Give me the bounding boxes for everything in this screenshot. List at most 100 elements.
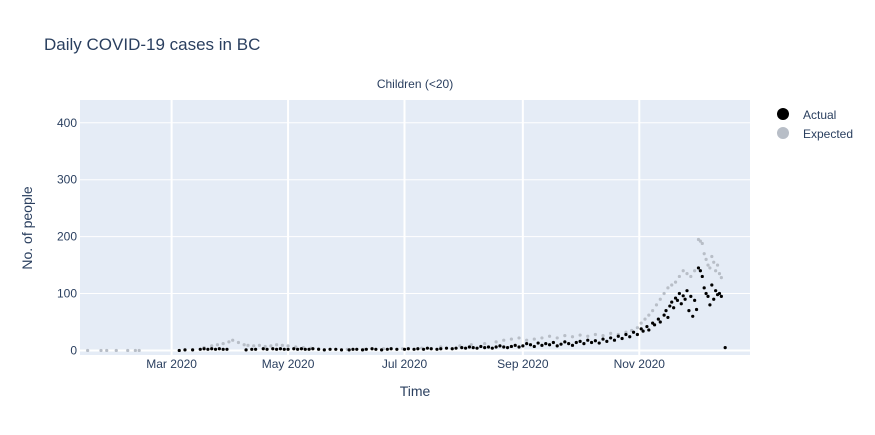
point-actual <box>641 329 645 333</box>
point-actual <box>544 342 548 346</box>
point-actual <box>714 289 718 293</box>
point-expected <box>215 343 220 347</box>
point-actual <box>672 306 676 310</box>
point-actual <box>681 294 685 298</box>
y-tick-label: 400 <box>57 116 77 130</box>
x-tick-label: Nov 2020 <box>614 357 666 371</box>
point-actual <box>364 347 368 351</box>
y-axis-label: No. of people <box>19 186 35 269</box>
legend-item-actual[interactable]: Actual <box>777 108 836 122</box>
legend[interactable]: Actual Expected <box>777 108 853 141</box>
y-tick-label: 0 <box>70 343 77 357</box>
point-expected <box>547 334 552 338</box>
point-actual <box>677 291 681 296</box>
grid <box>80 100 750 355</box>
point-actual <box>221 347 225 351</box>
legend-item-expected[interactable]: Expected <box>777 127 853 141</box>
point-actual <box>694 307 699 312</box>
point-actual <box>601 337 605 341</box>
point-actual <box>723 346 727 350</box>
point-actual <box>412 347 416 351</box>
point-expected <box>662 291 666 296</box>
point-actual <box>275 347 279 351</box>
legend-marker-expected <box>777 127 789 139</box>
chart-title: Daily COVID-19 cases in BC <box>44 35 260 54</box>
point-expected <box>269 344 273 348</box>
subplot-title: Children (<20) <box>377 77 453 91</box>
point-actual <box>509 344 513 349</box>
point-actual <box>612 338 617 342</box>
point-actual <box>483 346 487 350</box>
point-actual <box>261 347 265 351</box>
point-actual <box>586 338 590 342</box>
point-expected <box>586 334 590 338</box>
plot-area <box>80 100 750 355</box>
point-actual <box>696 266 701 270</box>
point-actual <box>217 347 221 351</box>
point-expected <box>609 331 613 335</box>
point-expected <box>252 344 256 348</box>
point-actual <box>479 344 483 349</box>
point-expected <box>280 343 284 347</box>
point-actual <box>317 347 321 351</box>
point-actual <box>334 347 338 351</box>
point-actual <box>517 345 521 349</box>
point-expected <box>469 343 473 347</box>
point-actual <box>616 334 620 338</box>
point-expected <box>563 334 567 338</box>
point-actual <box>471 346 475 350</box>
point-expected <box>689 274 693 279</box>
point-actual <box>463 346 468 350</box>
point-expected <box>698 239 702 243</box>
point-actual <box>624 332 628 337</box>
point-actual <box>647 328 651 332</box>
series-actual <box>177 266 727 353</box>
point-actual <box>296 347 300 351</box>
point-actual <box>658 320 662 324</box>
point-actual <box>547 343 552 347</box>
point-expected <box>654 303 659 307</box>
point-actual <box>691 314 695 318</box>
point-actual <box>656 317 660 321</box>
point-actual <box>429 347 433 351</box>
point-actual <box>528 343 533 347</box>
point-actual <box>574 340 578 345</box>
point-actual <box>555 344 559 348</box>
point-expected <box>86 348 90 353</box>
point-actual <box>689 294 693 298</box>
point-expected <box>639 321 643 325</box>
point-expected <box>714 269 718 273</box>
point-actual <box>628 335 632 339</box>
point-actual <box>578 339 582 343</box>
point-actual <box>385 347 389 351</box>
point-expected <box>483 342 487 346</box>
point-expected <box>242 343 246 347</box>
point-expected <box>532 337 536 341</box>
point-actual <box>712 297 716 301</box>
point-actual <box>210 347 214 351</box>
point-actual <box>395 347 399 351</box>
point-expected <box>221 342 225 346</box>
point-expected <box>578 333 582 337</box>
point-actual <box>609 336 613 340</box>
legend-label-actual: Actual <box>803 108 836 122</box>
x-tick-label: May 2020 <box>262 357 315 371</box>
legend-marker-actual <box>777 108 789 120</box>
x-tick-label: Mar 2020 <box>146 357 197 371</box>
point-actual <box>673 296 678 300</box>
x-tick-label: Jul 2020 <box>382 357 428 371</box>
point-actual <box>666 315 670 320</box>
point-actual <box>570 343 575 347</box>
point-actual <box>206 347 210 351</box>
point-actual <box>307 347 311 351</box>
point-actual <box>702 286 706 290</box>
point-actual <box>559 342 563 346</box>
point-expected <box>673 280 678 284</box>
point-actual <box>551 340 555 345</box>
point-actual <box>502 345 506 349</box>
point-actual <box>425 346 430 350</box>
point-expected <box>715 263 720 267</box>
point-actual <box>460 346 464 350</box>
point-actual <box>486 345 491 349</box>
